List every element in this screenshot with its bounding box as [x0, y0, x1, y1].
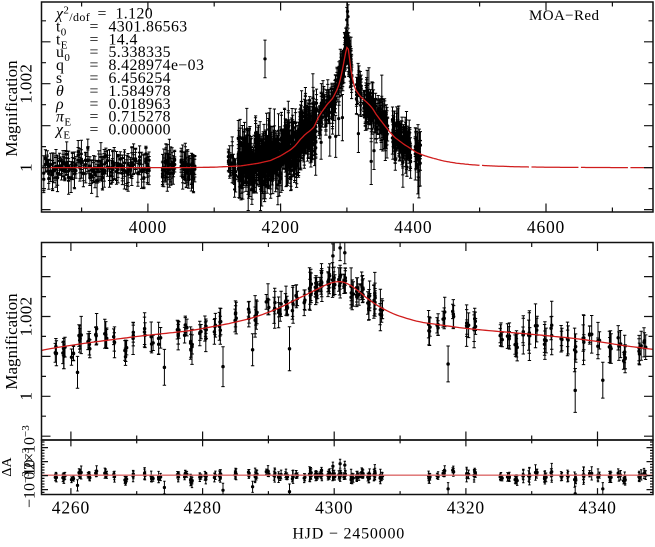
- svg-text:=: =: [90, 31, 99, 48]
- svg-text:ΔA: ΔA: [0, 457, 15, 477]
- svg-text:=: =: [90, 57, 99, 74]
- svg-text:4280: 4280: [183, 497, 221, 517]
- svg-text:4200: 4200: [261, 217, 299, 237]
- svg-text:=: =: [90, 96, 99, 113]
- svg-text:14.4: 14.4: [109, 31, 138, 48]
- svg-text:Magnification: Magnification: [2, 293, 21, 390]
- svg-text:1: 1: [16, 163, 35, 172]
- svg-text:4000: 4000: [129, 217, 167, 237]
- svg-text:8.428974e−03: 8.428974e−03: [109, 57, 205, 74]
- svg-text:4400: 4400: [394, 217, 432, 237]
- svg-text:0: 0: [21, 472, 38, 480]
- svg-text:Magnification: Magnification: [2, 60, 21, 157]
- svg-text:χE: χE: [54, 122, 70, 142]
- svg-text:=: =: [90, 109, 99, 126]
- svg-text:1.120: 1.120: [116, 6, 154, 23]
- svg-text:4340: 4340: [578, 497, 616, 517]
- svg-text:0.000000: 0.000000: [109, 122, 171, 139]
- svg-text:MOA−Red: MOA−Red: [529, 8, 600, 24]
- svg-text:4300: 4300: [315, 497, 353, 517]
- svg-text:tE: tE: [56, 31, 68, 51]
- svg-text:χ2/dof: χ2/dof: [54, 5, 90, 25]
- svg-text:4301.86563: 4301.86563: [109, 18, 188, 35]
- svg-text:t0: t0: [56, 18, 67, 38]
- svg-text:=: =: [98, 6, 107, 23]
- svg-text:=: =: [90, 83, 99, 100]
- svg-text:=: =: [90, 122, 99, 139]
- svg-text:πE: πE: [56, 109, 71, 129]
- svg-text:4600: 4600: [527, 217, 565, 237]
- svg-text:HJD − 2450000: HJD − 2450000: [292, 526, 405, 542]
- svg-text:θ: θ: [56, 83, 64, 100]
- svg-text:1: 1: [16, 392, 35, 401]
- svg-text:5.338335: 5.338335: [109, 44, 171, 61]
- svg-text:1.002: 1.002: [16, 64, 35, 104]
- svg-text:6.456254: 6.456254: [109, 70, 171, 87]
- svg-text:=: =: [90, 44, 99, 61]
- svg-text:ρ: ρ: [55, 96, 64, 113]
- svg-text:4320: 4320: [447, 497, 485, 517]
- svg-text:q: q: [56, 57, 64, 74]
- svg-text:1.002: 1.002: [16, 297, 35, 337]
- svg-text:0.018963: 0.018963: [109, 96, 171, 113]
- svg-text:=: =: [90, 70, 99, 87]
- svg-text:0.715278: 0.715278: [109, 109, 171, 126]
- svg-text:s: s: [56, 70, 63, 87]
- svg-text:1.584978: 1.584978: [109, 83, 171, 100]
- svg-text:=: =: [90, 18, 99, 35]
- svg-text:4260: 4260: [52, 497, 90, 517]
